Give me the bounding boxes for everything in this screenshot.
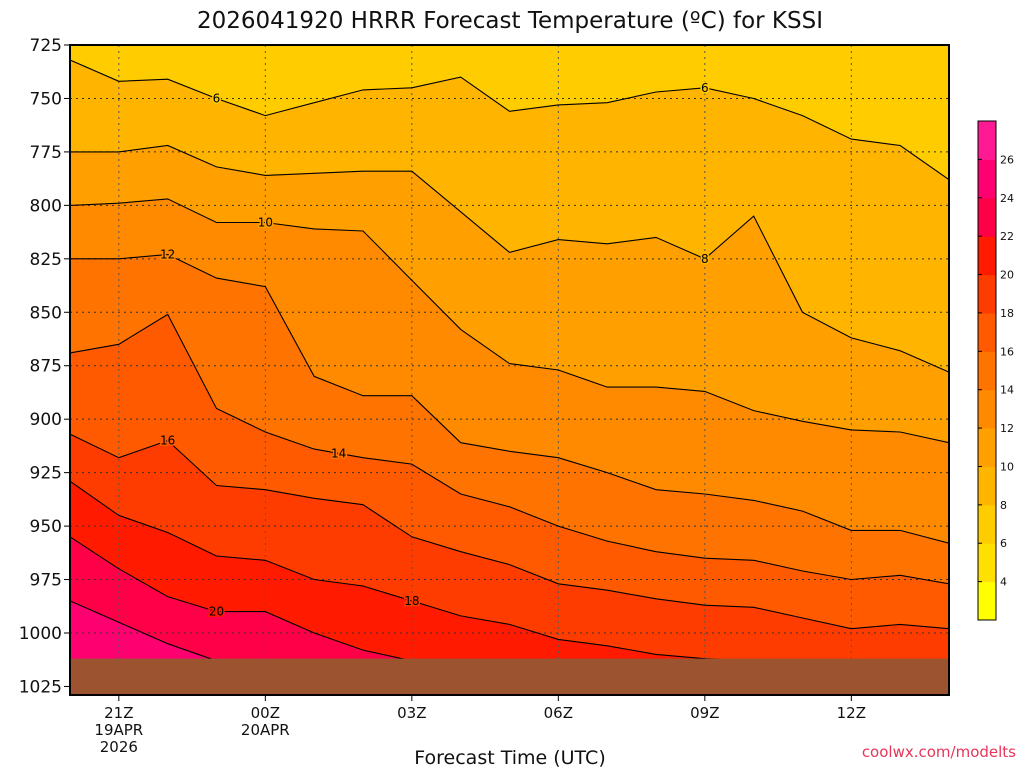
colorbar-swatch	[978, 121, 996, 160]
isotherm-8	[70, 144, 949, 373]
credit-text: coolwx.com/modelts	[862, 743, 1016, 761]
y-tick-label: 850	[30, 303, 62, 323]
colorbar-swatch	[978, 466, 996, 506]
isotherm-16	[70, 433, 949, 630]
colorbar-label: 26	[1000, 153, 1014, 166]
colorbar-frame	[977, 120, 997, 621]
y-tick-label: 750	[30, 89, 62, 109]
isotherm-label-10: 10	[258, 215, 273, 229]
colorbar-label: 22	[1000, 230, 1014, 243]
isotherm-label-12: 12	[160, 248, 175, 262]
ground	[70, 658, 949, 695]
isotherm-label-14: 14	[331, 446, 346, 460]
x-tick-label: 20APR	[241, 721, 290, 739]
y-tick-label: 900	[30, 410, 62, 430]
y-tick-label: 950	[30, 517, 62, 537]
x-tick-label: 06Z	[544, 704, 573, 722]
isotherm-10	[70, 198, 949, 444]
colorbar-swatch	[978, 389, 996, 429]
colorbar-swatch	[978, 312, 996, 352]
chart-title: 2026041920 HRRR Forecast Temperature (ºC…	[197, 8, 823, 34]
band-6-to-8	[70, 60, 949, 373]
x-tick-label: 00Z	[251, 704, 280, 722]
band-below-6	[70, 45, 949, 180]
y-tick-label: 825	[30, 250, 62, 270]
colorbar-label: 14	[1000, 384, 1014, 397]
colorbar-label: 18	[1000, 307, 1014, 320]
isotherm-label-20: 20	[209, 605, 224, 619]
colorbar-label: 20	[1000, 269, 1014, 282]
x-tick-label: 09Z	[690, 704, 719, 722]
band-14-to-16	[70, 314, 949, 629]
colorbar-label: 12	[1000, 422, 1014, 435]
colorbar-swatch	[978, 543, 996, 583]
x-tick-label: 03Z	[397, 704, 426, 722]
y-tick-label: 1025	[19, 677, 62, 697]
colorbar-swatch	[978, 428, 996, 467]
colorbar-swatch	[978, 351, 996, 391]
x-tick-label: 2026	[100, 738, 138, 756]
y-tick-label: 875	[30, 357, 62, 377]
colorbar-swatch	[978, 159, 996, 199]
plot-area	[70, 45, 949, 695]
x-tick-label: 12Z	[837, 704, 866, 722]
isotherm-6	[70, 59, 949, 181]
isotherm-label-16: 16	[160, 434, 175, 448]
colorbar-label: 8	[1000, 499, 1007, 512]
y-tick-label: 775	[30, 143, 62, 163]
colorbar-label: 10	[1000, 460, 1014, 473]
ground-layer	[70, 658, 949, 695]
x-axis-label: Forecast Time (UTC)	[414, 747, 605, 768]
colorbar-label: 6	[1000, 537, 1007, 550]
y-tick-label: 925	[30, 464, 62, 484]
temperature-fill-layer	[70, 45, 949, 695]
colorbar-swatch	[978, 236, 996, 276]
colorbar-swatch	[978, 581, 996, 621]
band-18-to-20	[70, 481, 949, 661]
y-tick-label: 1000	[19, 624, 62, 644]
y-tick-label: 975	[30, 571, 62, 591]
plot-frame	[69, 44, 950, 696]
band-10-to-12	[70, 198, 949, 544]
band-16-to-18	[70, 434, 949, 661]
colorbar-label: 16	[1000, 345, 1014, 358]
isotherm-label-6: 6	[701, 81, 709, 95]
isotherm-label-18: 18	[404, 594, 419, 608]
isotherm-label-layer: 6 6 8 10 12 14 16 18 20	[159, 79, 711, 620]
band-20-to-22	[70, 536, 949, 661]
colorbar: 4 6 8 10 12 14 16 18 20 22 24 26	[977, 120, 1014, 621]
x-tick-label: 21Z	[104, 704, 133, 722]
colorbar-swatch	[978, 504, 996, 544]
isotherm-14	[70, 313, 949, 585]
y-tick-label: 800	[30, 196, 62, 216]
y-axis: 725 750 775 800 825 850 875 900 925 950 975 1000 102…	[19, 36, 70, 697]
colorbar-label: 4	[1000, 576, 1007, 589]
isotherm-12	[70, 253, 949, 544]
colorbar-swatch	[978, 197, 996, 237]
y-tick-label: 725	[30, 36, 62, 56]
colorbar-label: 24	[1000, 192, 1014, 205]
x-tick-label: 19APR	[94, 721, 143, 739]
band-12-to-14	[70, 254, 949, 584]
isotherm-label-8: 8	[701, 252, 709, 266]
band-8-to-10	[70, 145, 949, 443]
grid-layer	[70, 45, 949, 695]
colorbar-swatch	[978, 274, 996, 314]
isotherm-label-6: 6	[213, 91, 221, 105]
